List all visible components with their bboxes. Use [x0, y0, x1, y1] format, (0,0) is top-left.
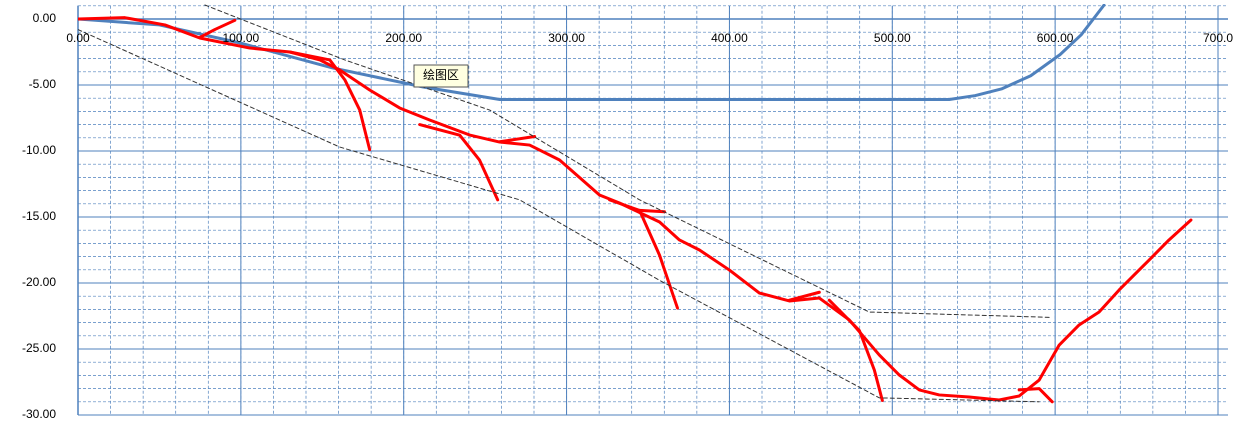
x-tick-label: 500.00: [874, 31, 911, 45]
plot-area: [78, 4, 1193, 404]
series-line: [78, 4, 1106, 102]
x-tick-label: 700.0: [1203, 31, 1233, 45]
y-tick-label: -15.00: [22, 209, 56, 223]
x-tick-label: 600.00: [1037, 31, 1074, 45]
x-tick-label: 0.00: [66, 31, 90, 45]
series-line: [288, 50, 372, 152]
series-line: [608, 198, 679, 310]
series-line: [1017, 387, 1054, 404]
series-line: [498, 134, 537, 144]
annotation: 绘图区: [423, 67, 459, 82]
annotation-box: [413, 64, 469, 88]
labels: 0.00 -5.00 -10.00 -15.00 -20.00 -25.00 -30.00 0…: [22, 11, 1233, 421]
y-tick-label: -30.00: [22, 407, 56, 421]
series-line: [204, 4, 1050, 318]
y-tick-label: 0.00: [33, 11, 57, 25]
series-line: [787, 290, 821, 302]
series-line: [78, 16, 1193, 402]
series-line: [418, 123, 500, 202]
grid: [77, 5, 1228, 416]
x-tick-label: 200.00: [385, 31, 422, 45]
x-tick-label: 400.00: [711, 31, 748, 45]
y-tick-label: -10.00: [22, 143, 56, 157]
y-tick-label: -20.00: [22, 275, 56, 289]
x-tick-label: 100.00: [223, 31, 260, 45]
y-tick-label: -25.00: [22, 341, 56, 355]
y-tick-label: -5.00: [29, 77, 57, 91]
x-tick-label: 300.00: [548, 31, 585, 45]
series-line: [638, 208, 666, 214]
series-line: [78, 29, 1040, 403]
series-line: [827, 298, 884, 402]
series-line: [198, 18, 237, 39]
